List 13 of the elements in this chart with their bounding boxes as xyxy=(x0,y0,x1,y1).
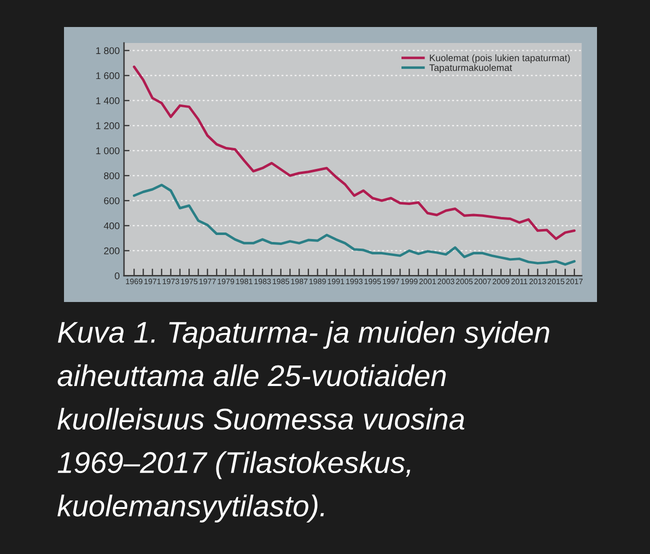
y-tick-label: 0 xyxy=(114,272,120,280)
y-tick-label: 1 800 xyxy=(96,47,120,54)
legend-label: Kuolemat (pois lukien tapaturmat) xyxy=(430,54,570,64)
text: Kuva 1. Tapaturma- ja muiden syiden aiheuttama alle 25-vuotiaiden kuolleisuus Suomessa vuosina 1969–2017 (Tilastokeskus, kuolemansyytilasto). xyxy=(57,321,550,523)
y-tick-label: 1 400 xyxy=(96,97,120,104)
y-tick-label: 600 xyxy=(104,197,120,204)
y-tick-label: 1 600 xyxy=(96,72,120,80)
y-tick-label: 1 200 xyxy=(96,122,120,130)
y-tick-label: 1 000 xyxy=(96,147,120,154)
y-tick-label: 200 xyxy=(104,247,120,254)
y-tick-label: 800 xyxy=(104,172,120,180)
y-tick-label: 400 xyxy=(104,222,120,230)
legend-label: Tapaturmakuolemat xyxy=(429,64,512,73)
